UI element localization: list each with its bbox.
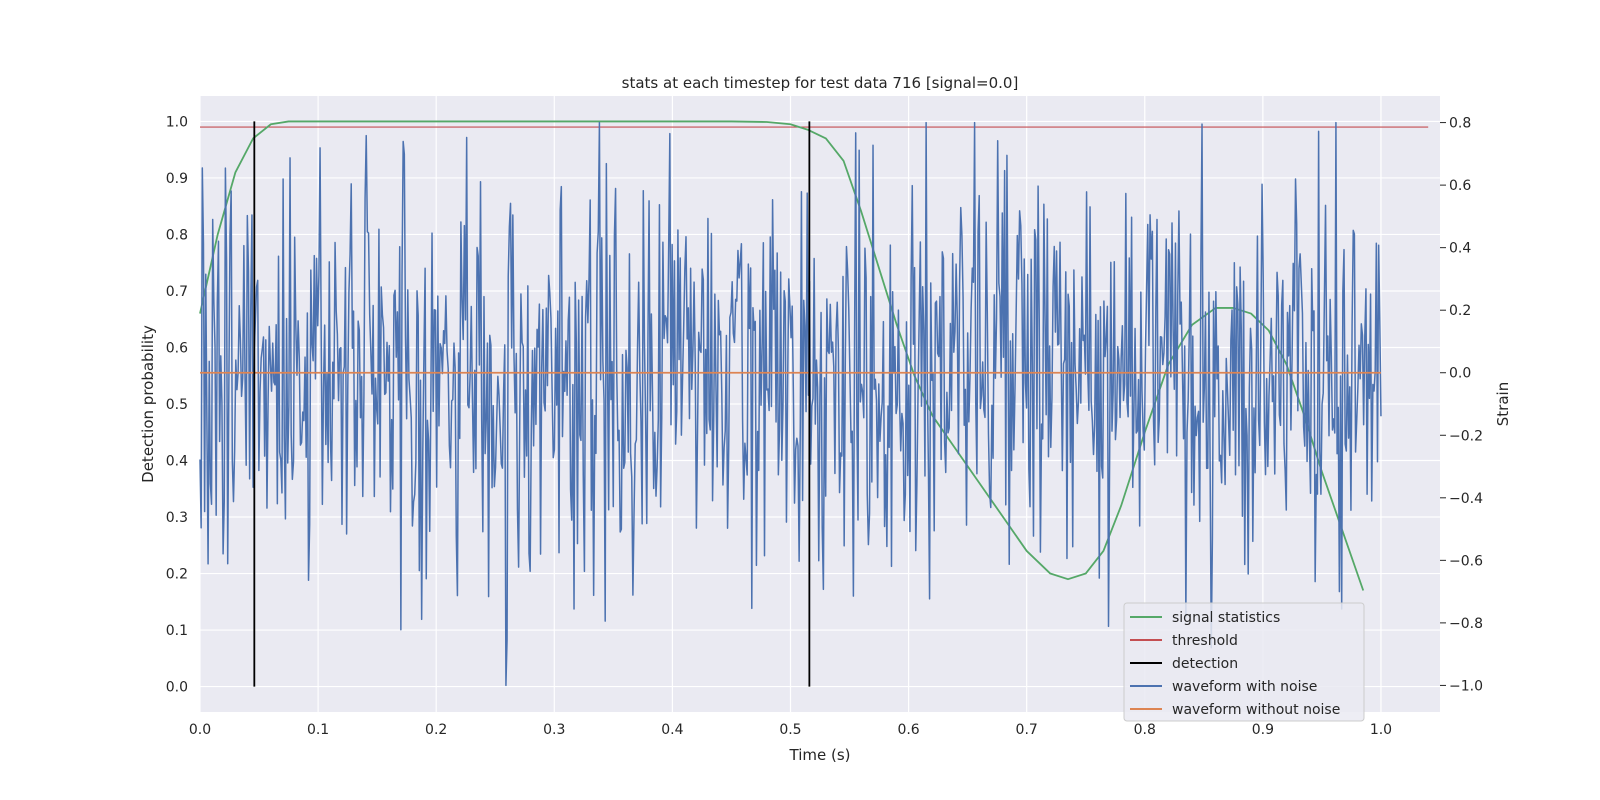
y-tick-label: 0.2 <box>166 567 188 583</box>
y-tick-label: 0.4 <box>166 454 188 470</box>
legend-entry-threshold: threshold <box>1130 633 1238 649</box>
y-tick-label: 0.0 <box>166 680 188 696</box>
y2-axis-ticks: −1.0 −0.8 −0.6 −0.4 −0.2 0.0 0.2 0.4 0.6 0.8 <box>1440 116 1483 694</box>
y2-tick-label: 0.0 <box>1449 366 1471 382</box>
y2-tick-label: −0.8 <box>1449 616 1483 632</box>
y-tick-label: 0.5 <box>166 397 188 413</box>
x-tick-label: 0.7 <box>1016 722 1038 738</box>
y-tick-label: 0.9 <box>166 171 188 187</box>
x-axis-ticks: 0.0 0.1 0.2 0.3 0.4 0.5 0.6 0.7 0.8 0.9 1.0 <box>189 722 1392 738</box>
y2-tick-label: 0.4 <box>1449 241 1471 257</box>
x-tick-label: 0.5 <box>779 722 801 738</box>
x-tick-label: 0.2 <box>425 722 447 738</box>
legend-entry-detection: detection <box>1130 656 1238 672</box>
x-tick-label: 0.8 <box>1134 722 1156 738</box>
y-tick-label: 0.3 <box>166 510 188 526</box>
legend-label-threshold: threshold <box>1172 633 1238 649</box>
legend-entry-waveform-with-noise: waveform with noise <box>1130 679 1317 695</box>
y-tick-label: 1.0 <box>166 114 188 130</box>
y-axis-label: Detection probability <box>139 325 157 483</box>
legend-label-waveform-without-noise: waveform without noise <box>1172 702 1340 718</box>
y-tick-label: 0.8 <box>166 227 188 243</box>
x-tick-label: 0.0 <box>189 722 211 738</box>
legend-box <box>1123 602 1365 722</box>
y2-axis-label: Strain <box>1494 382 1512 426</box>
series-waveform-with-noise <box>199 121 1382 687</box>
y2-tick-label: −0.6 <box>1449 553 1483 569</box>
y2-tick-label: −0.4 <box>1449 491 1483 507</box>
y2-tick-label: 0.6 <box>1449 178 1471 194</box>
x-tick-label: 0.1 <box>307 722 329 738</box>
x-tick-label: 1.0 <box>1370 722 1392 738</box>
legend-label-signal-statistics: signal statistics <box>1172 610 1280 626</box>
y-axis-ticks: 0.0 0.1 0.2 0.3 0.4 0.5 0.6 0.7 0.8 0.9 1.0 <box>166 114 188 695</box>
y2-tick-label: 0.8 <box>1449 116 1471 132</box>
legend-label-detection: detection <box>1172 656 1238 672</box>
legend-entry-waveform-without-noise: waveform without noise <box>1130 702 1340 718</box>
y2-tick-label: −1.0 <box>1449 678 1483 694</box>
x-tick-label: 0.6 <box>897 722 919 738</box>
x-axis-label: Time (s) <box>789 746 851 764</box>
x-tick-label: 0.9 <box>1252 722 1274 738</box>
chart-title: stats at each timestep for test data 716… <box>622 74 1019 92</box>
legend-entry-signal-statistics: signal statistics <box>1130 610 1280 626</box>
series-layer <box>199 120 1429 687</box>
y-tick-label: 0.1 <box>166 623 188 639</box>
y2-tick-label: 0.2 <box>1449 303 1471 319</box>
x-tick-label: 0.3 <box>543 722 565 738</box>
legend: signal statistics threshold detection wa… <box>1123 602 1365 722</box>
legend-label-waveform-with-noise: waveform with noise <box>1172 679 1317 695</box>
x-tick-label: 0.4 <box>661 722 683 738</box>
y-tick-label: 0.7 <box>166 284 188 300</box>
y-tick-label: 0.6 <box>166 340 188 356</box>
y2-tick-label: −0.2 <box>1449 428 1483 444</box>
